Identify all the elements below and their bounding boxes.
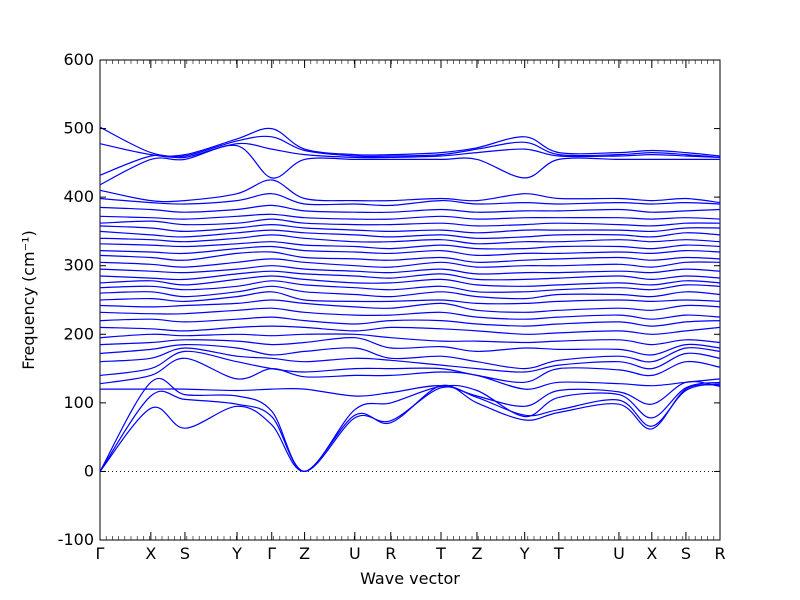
- q-point-label: S: [681, 544, 691, 563]
- band-line-16: [99, 285, 721, 300]
- band-line-8: [99, 343, 721, 370]
- band-line-5: [99, 357, 721, 390]
- x-axis-label: Wave vector: [360, 569, 460, 588]
- band-line-33: [99, 144, 721, 186]
- band-line-9: [99, 337, 721, 356]
- band-line-2: [99, 383, 721, 473]
- q-point-label: Γ: [96, 544, 105, 563]
- y-tick-label: 100: [63, 393, 94, 412]
- q-point-label: T: [553, 544, 564, 563]
- band-line-17: [99, 280, 721, 293]
- band-line-18: [99, 275, 721, 287]
- band-line-14: [99, 299, 721, 313]
- y-tick-label: 300: [63, 256, 94, 275]
- y-tick-label: 400: [63, 187, 94, 206]
- band-line-20: [99, 265, 721, 275]
- band-line-32: [99, 179, 721, 204]
- y-axis: -100 0 100 200 300 400 500 600: [58, 50, 720, 549]
- band-line-3: [99, 377, 721, 473]
- q-point-label: Z: [471, 544, 482, 563]
- band-line-6: [99, 350, 721, 384]
- q-point-label: X: [145, 544, 156, 563]
- band-line-11: [99, 325, 721, 335]
- q-point-label: R: [385, 544, 396, 563]
- y-tick-label: 0: [84, 461, 94, 480]
- band-line-35: [99, 135, 721, 158]
- band-line-27: [99, 223, 721, 234]
- band-line-1: [99, 383, 721, 473]
- band-line-7: [99, 347, 721, 373]
- q-point-label: T: [435, 544, 446, 563]
- y-tick-label: 500: [63, 119, 94, 138]
- minor-ticks: [105, 60, 715, 540]
- band-line-23: [99, 245, 721, 257]
- q-point-label: U: [349, 544, 361, 563]
- q-point-label: Y: [519, 544, 530, 563]
- band-line-28: [99, 218, 721, 227]
- band-line-15: [99, 291, 721, 305]
- q-point-label: X: [646, 544, 657, 563]
- y-axis-label: Frequency (cm⁻¹): [19, 230, 38, 369]
- band-line-26: [99, 229, 721, 239]
- q-point-label: S: [180, 544, 190, 563]
- band-line-22: [99, 251, 721, 263]
- band-line-29: [99, 213, 721, 220]
- q-point-label: R: [714, 544, 725, 563]
- y-tick-label: 600: [63, 50, 94, 69]
- plot-area: -100 0 100 200 300 400 500 600 Γ X S Y Γ Z U R T Z Y T U X S R: [58, 50, 726, 563]
- band-line-10: [99, 333, 721, 346]
- band-line-36: [99, 126, 721, 157]
- q-point-label: Z: [299, 544, 310, 563]
- band-line-31: [99, 193, 721, 207]
- band-line-25: [99, 234, 721, 245]
- q-point-label: U: [613, 544, 625, 563]
- q-point-label: Γ: [267, 544, 276, 563]
- band-line-13: [99, 307, 721, 320]
- y-tick-label: -100: [58, 530, 94, 549]
- band-line-12: [99, 316, 721, 327]
- q-point-label: Y: [231, 544, 242, 563]
- band-lines: [99, 126, 721, 473]
- band-line-34: [99, 142, 721, 176]
- band-line-4: [100, 380, 721, 407]
- y-tick-label: 200: [63, 324, 94, 343]
- band-line-24: [99, 241, 721, 250]
- band-line-30: [99, 204, 721, 214]
- band-line-21: [99, 258, 721, 268]
- band-line-19: [99, 270, 721, 281]
